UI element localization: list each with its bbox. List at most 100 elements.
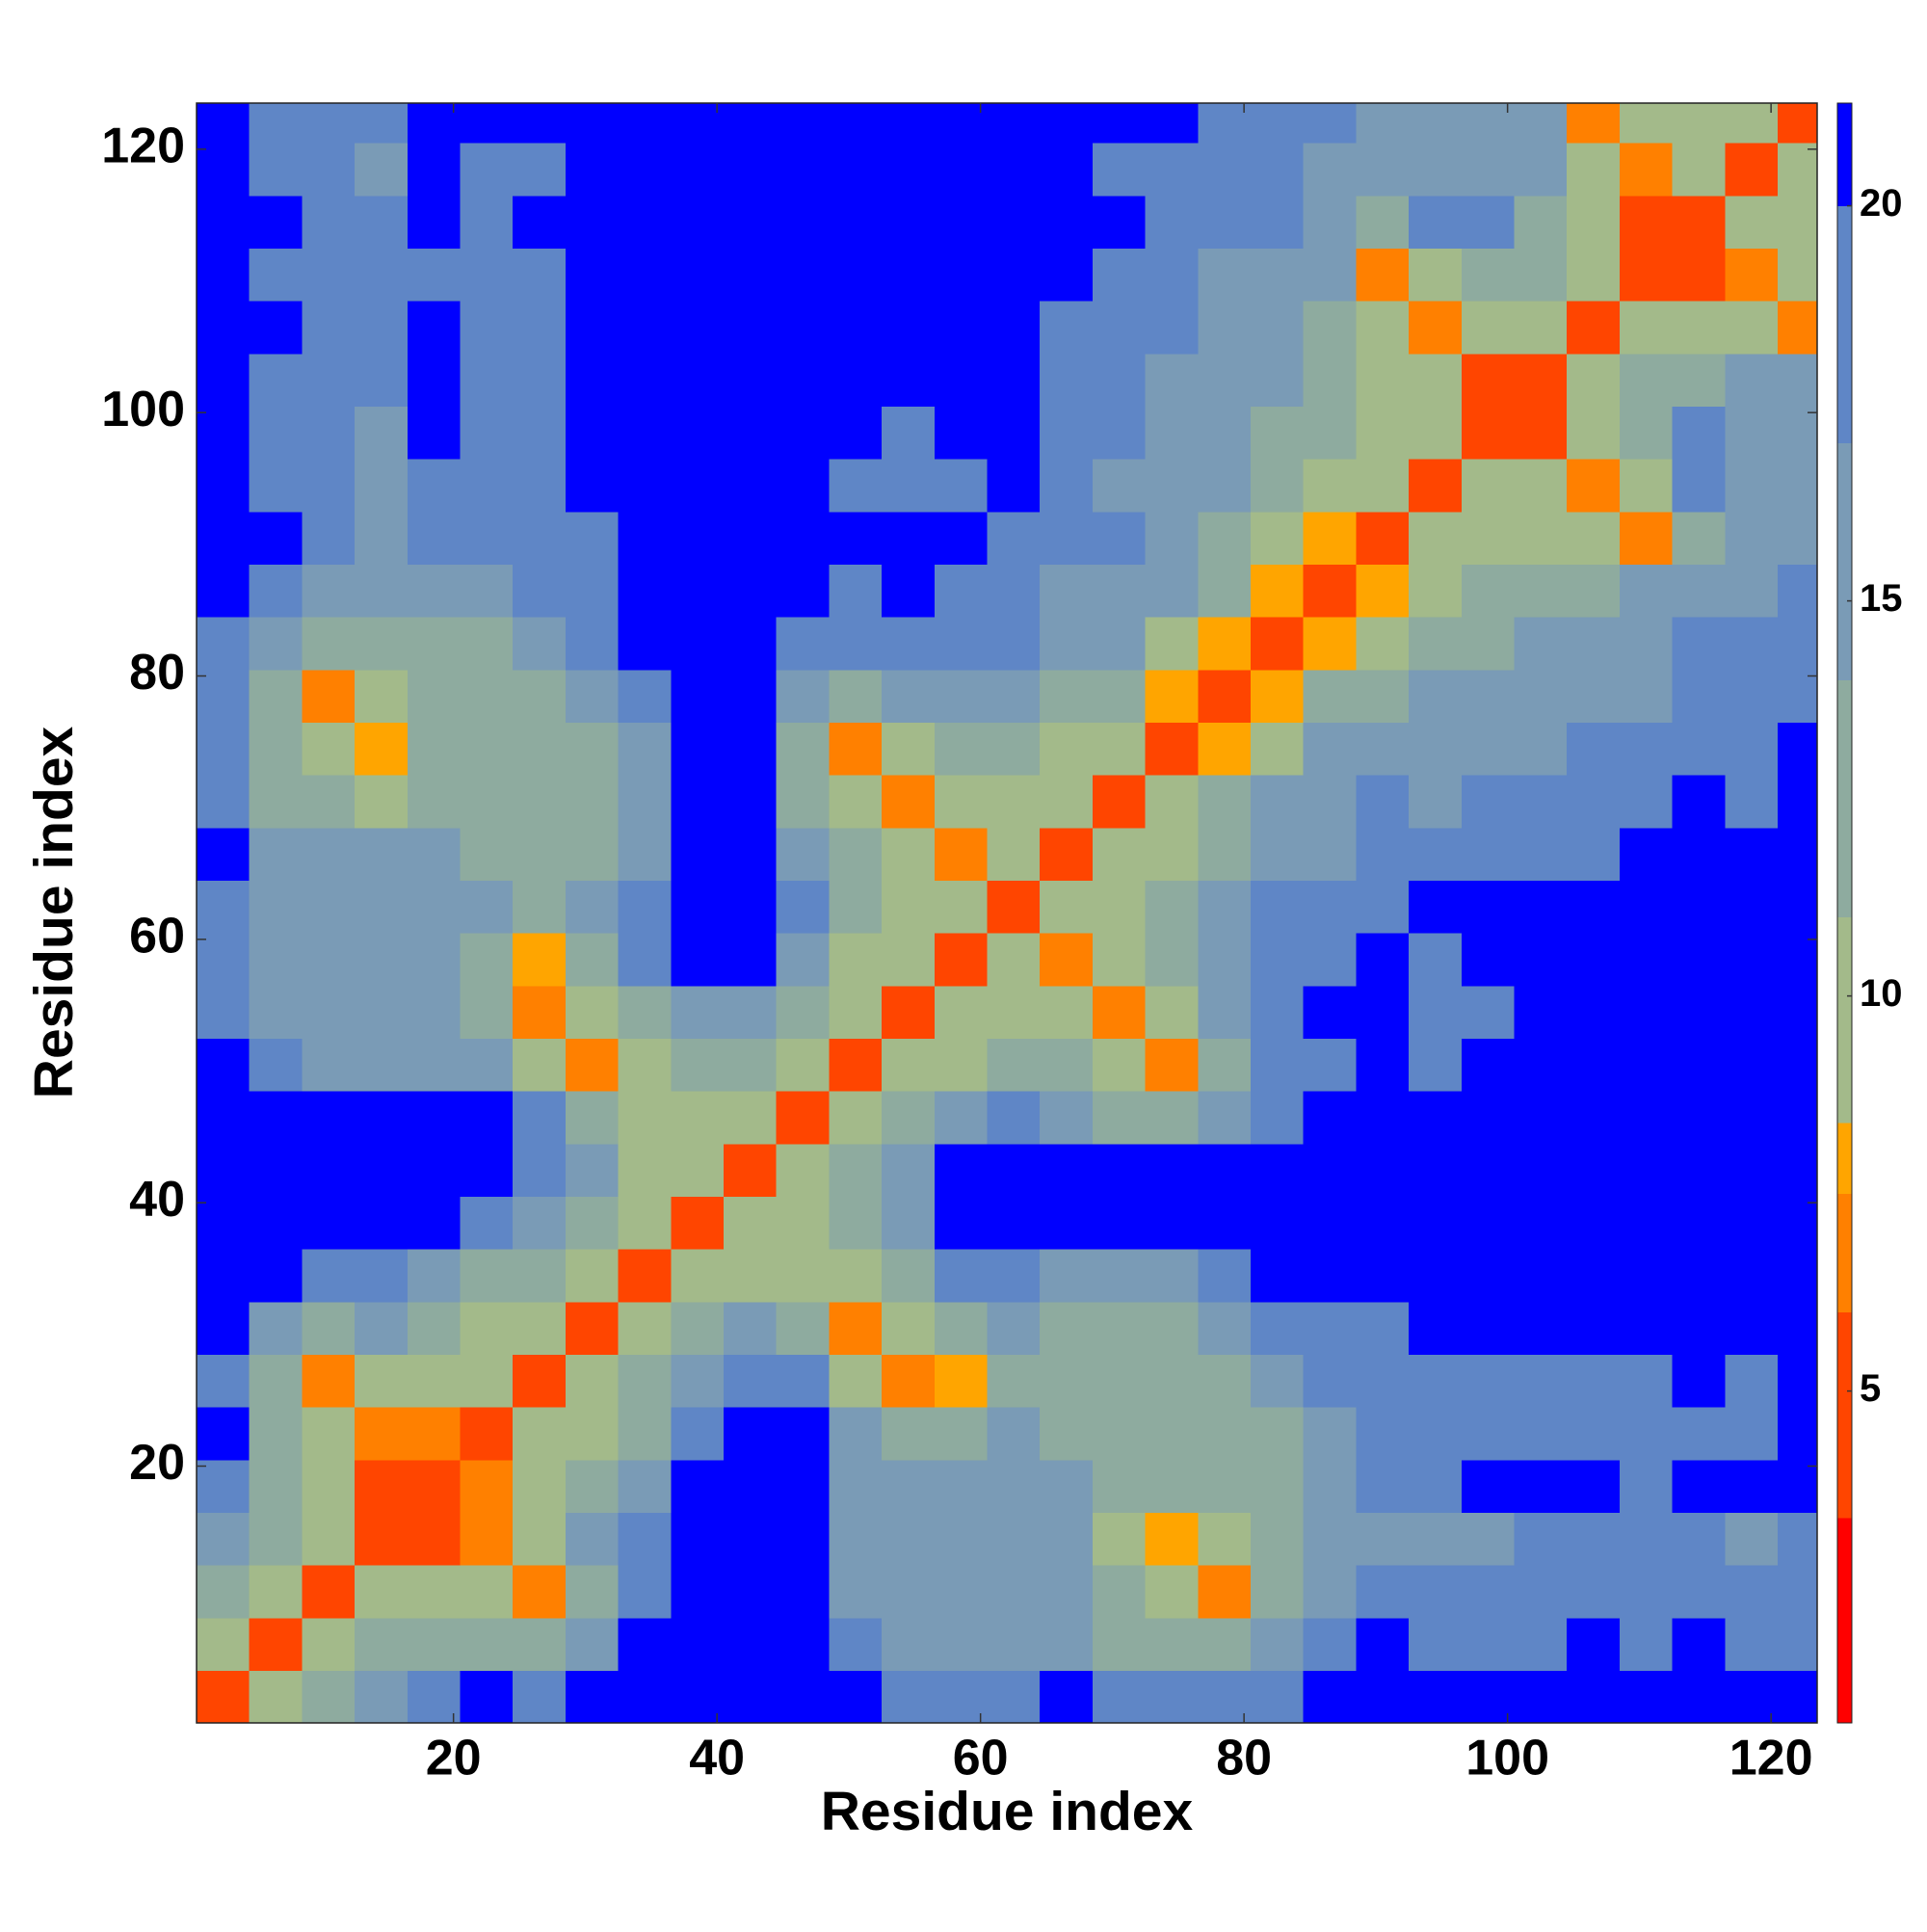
- heatmap-cell: [302, 775, 356, 829]
- heatmap-cell: [355, 103, 409, 144]
- heatmap-cell: [1409, 248, 1463, 302]
- heatmap-cell: [1198, 248, 1252, 302]
- heatmap-cell: [987, 933, 1041, 987]
- heatmap-cell: [513, 406, 567, 460]
- heatmap-cell: [1725, 195, 1779, 249]
- heatmap-cell: [460, 1143, 514, 1197]
- heatmap-cell: [1303, 103, 1357, 144]
- heatmap-cell: [829, 143, 883, 197]
- heatmap-cell: [671, 1196, 725, 1250]
- heatmap-cell: [829, 1091, 883, 1145]
- heatmap-cell: [1461, 143, 1516, 197]
- heatmap-cell: [671, 353, 725, 407]
- heatmap-cell: [1777, 406, 1818, 460]
- heatmap-cell: [934, 1512, 989, 1566]
- heatmap-cell: [1250, 880, 1305, 934]
- heatmap-cells: [197, 103, 1818, 1724]
- heatmap-cell: [249, 1512, 303, 1566]
- heatmap-cell: [355, 1354, 409, 1408]
- heatmap-cell: [1514, 1091, 1568, 1145]
- heatmap-cell: [1040, 103, 1094, 144]
- heatmap-cell: [1092, 1196, 1147, 1250]
- heatmap-cell: [565, 1617, 620, 1671]
- heatmap-cell: [1672, 406, 1726, 460]
- heatmap-cell: [1303, 669, 1357, 723]
- heatmap-cell: [1619, 511, 1674, 565]
- heatmap-cell: [987, 1038, 1041, 1092]
- heatmap-cell: [1672, 248, 1726, 302]
- heatmap-cell: [302, 1091, 356, 1145]
- heatmap-cell: [197, 248, 251, 302]
- heatmap-cell: [1514, 1459, 1568, 1513]
- heatmap-cell: [249, 564, 303, 618]
- heatmap-cell: [829, 1565, 883, 1619]
- heatmap-cell: [197, 1091, 251, 1145]
- heatmap-cell: [249, 301, 303, 355]
- heatmap-cell: [1356, 143, 1410, 197]
- heatmap-cell: [987, 827, 1041, 881]
- heatmap-cell: [1672, 722, 1726, 776]
- heatmap-cell: [1145, 301, 1199, 355]
- heatmap-cell: [723, 459, 778, 513]
- heatmap-cell: [355, 301, 409, 355]
- heatmap-cell: [1303, 933, 1357, 987]
- heatmap-cell: [1303, 459, 1357, 513]
- heatmap-cell: [882, 1249, 936, 1303]
- heatmap-cell: [513, 1301, 567, 1355]
- heatmap-cell: [1145, 1354, 1199, 1408]
- heatmap-cell: [987, 1459, 1041, 1513]
- heatmap-cell: [776, 985, 830, 1039]
- heatmap-cell: [1303, 1670, 1357, 1724]
- heatmap-cell: [355, 827, 409, 881]
- heatmap-cell: [1514, 1512, 1568, 1566]
- heatmap-cell: [1092, 301, 1147, 355]
- heatmap-cell: [249, 1038, 303, 1092]
- heatmap-cell: [1461, 1143, 1516, 1197]
- heatmap-cell: [565, 1091, 620, 1145]
- heatmap-cell: [302, 1565, 356, 1619]
- heatmap-cell: [1303, 1354, 1357, 1408]
- heatmap-cell: [1303, 195, 1357, 249]
- heatmap-cell: [1725, 564, 1779, 618]
- heatmap-cell: [1619, 1091, 1674, 1145]
- heatmap-cell: [1514, 1407, 1568, 1461]
- heatmap-cell: [723, 1354, 778, 1408]
- heatmap-cell: [1040, 1407, 1094, 1461]
- heatmap-cell: [776, 1143, 830, 1197]
- heatmap-cell: [1619, 722, 1674, 776]
- heatmap-cell: [407, 933, 462, 987]
- heatmap-cell: [987, 1617, 1041, 1671]
- heatmap-cell: [1198, 353, 1252, 407]
- heatmap-cell: [1461, 1670, 1516, 1724]
- heatmap-cell: [249, 775, 303, 829]
- heatmap-cell: [671, 301, 725, 355]
- heatmap-cell: [197, 1249, 251, 1303]
- heatmap-cell: [1092, 459, 1147, 513]
- heatmap-cell: [1356, 985, 1410, 1039]
- heatmap-cell: [565, 1196, 620, 1250]
- heatmap-cell: [1567, 933, 1621, 987]
- heatmap-cell: [671, 143, 725, 197]
- heatmap-cell: [1672, 195, 1726, 249]
- heatmap-cell: [934, 1249, 989, 1303]
- heatmap-cell: [776, 775, 830, 829]
- heatmap-cell: [1040, 1670, 1094, 1724]
- y-tick-label: 120: [101, 119, 185, 174]
- heatmap-cell: [1619, 1196, 1674, 1250]
- heatmap-cell: [1250, 564, 1305, 618]
- heatmap-cell: [723, 1670, 778, 1724]
- heatmap-cell: [1198, 195, 1252, 249]
- heatmap-cell: [1356, 1512, 1410, 1566]
- heatmap-cell: [723, 143, 778, 197]
- heatmap-cell: [671, 1091, 725, 1145]
- heatmap-cell: [513, 1143, 567, 1197]
- heatmap-cell: [776, 564, 830, 618]
- heatmap-cell: [1356, 1617, 1410, 1671]
- heatmap-cell: [355, 1459, 409, 1513]
- heatmap-cell: [197, 459, 251, 513]
- heatmap-cell: [882, 1565, 936, 1619]
- heatmap-cell: [1409, 195, 1463, 249]
- heatmap-cell: [1514, 103, 1568, 144]
- heatmap-cell: [882, 1038, 936, 1092]
- heatmap-cell: [882, 1091, 936, 1145]
